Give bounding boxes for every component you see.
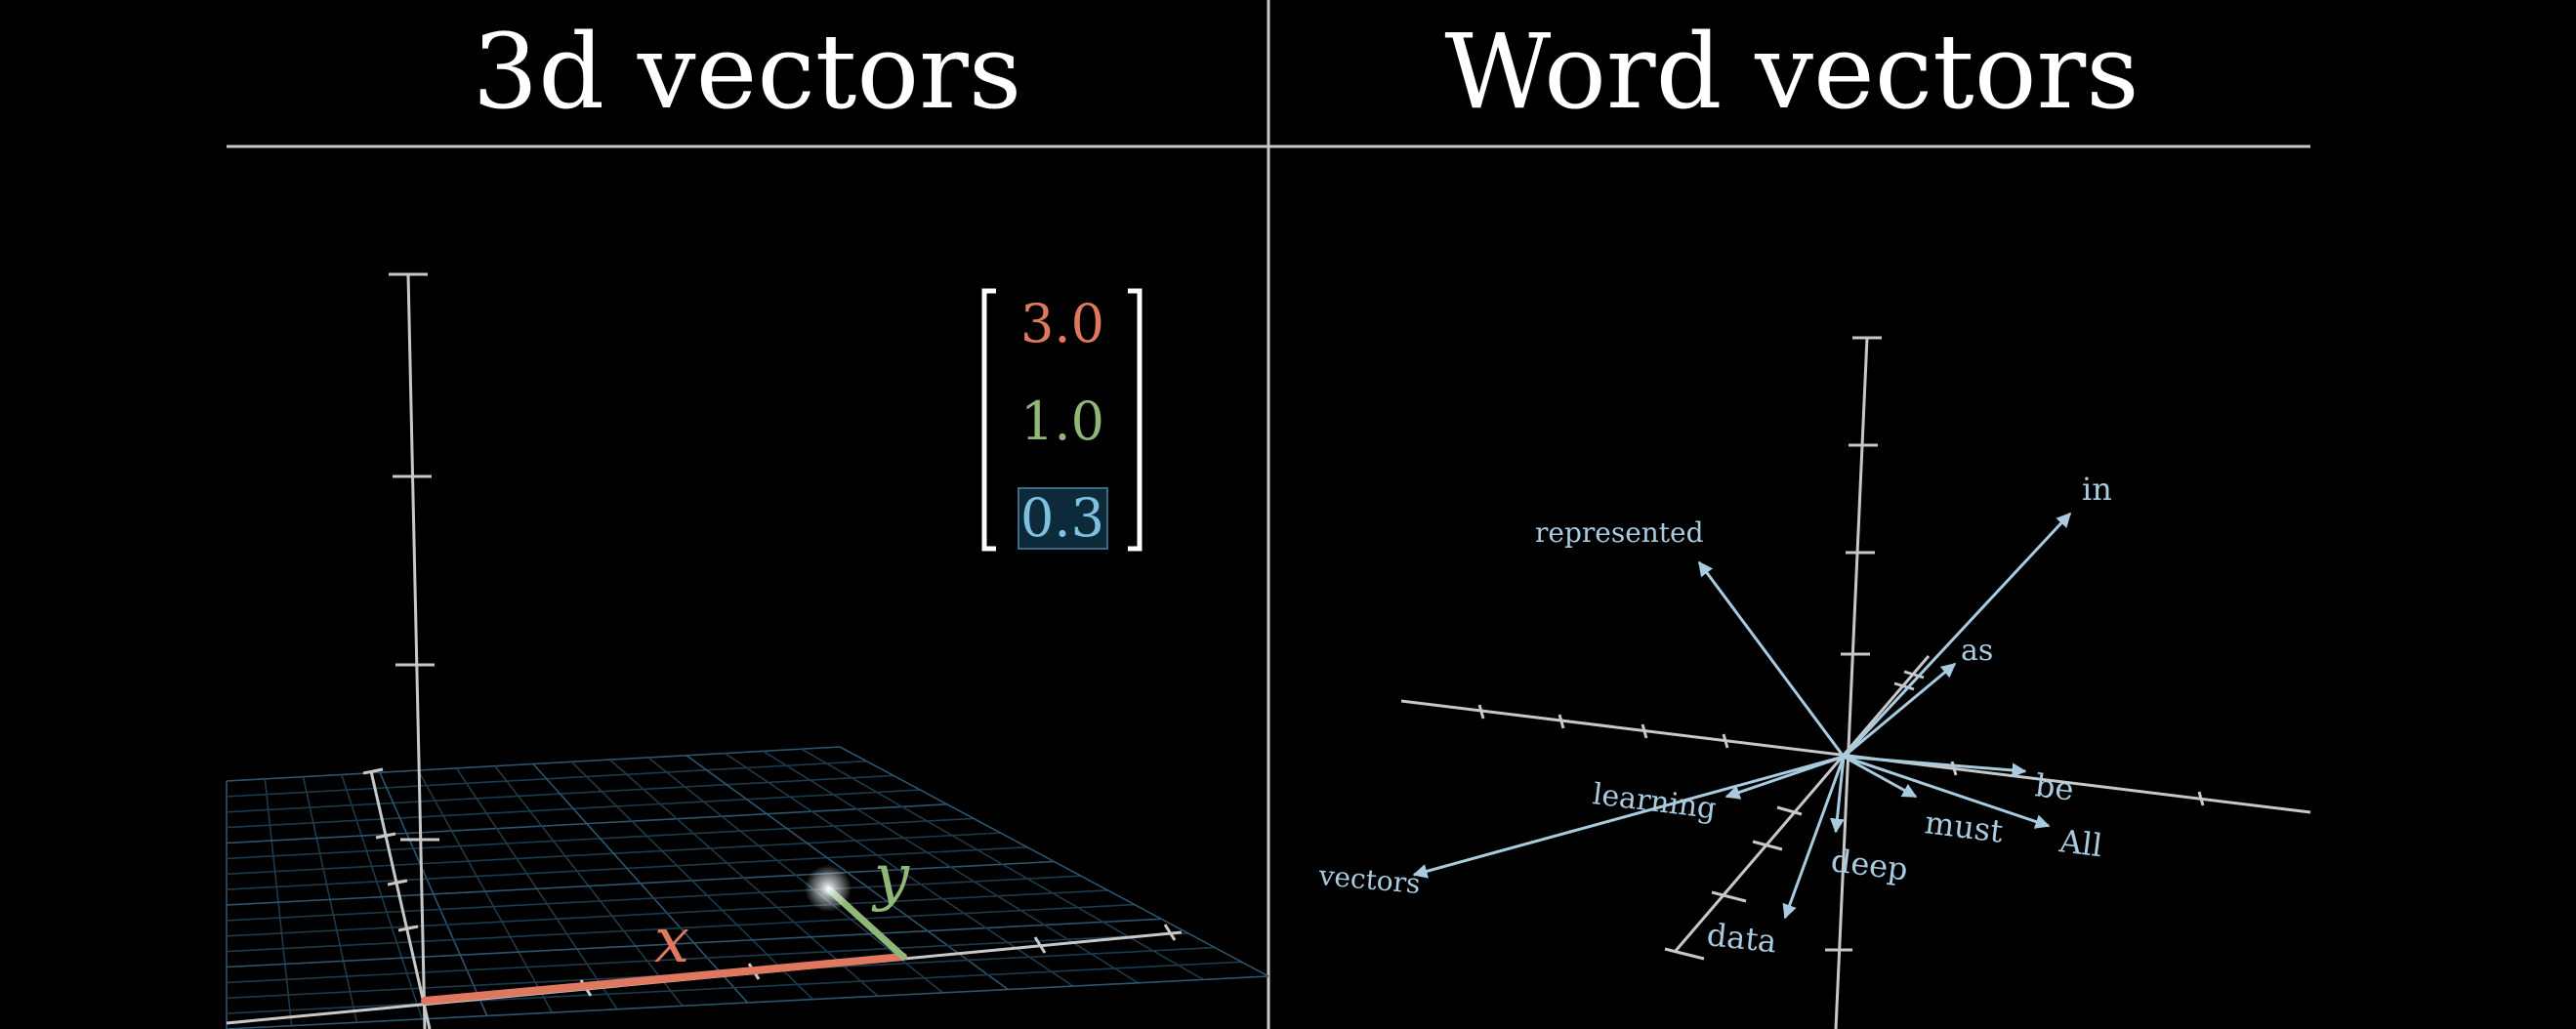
grid-line bbox=[226, 918, 1162, 968]
x-component-line bbox=[421, 953, 907, 1005]
left-panel-title: 3d vectors bbox=[473, 12, 1021, 132]
grid-line bbox=[608, 759, 879, 997]
vector-be bbox=[1843, 755, 2027, 778]
vector-represented bbox=[1697, 560, 1846, 758]
word-axis-tick bbox=[1711, 890, 1747, 903]
vector-deep bbox=[1829, 756, 1846, 834]
word-label-vectors: vectors bbox=[1316, 859, 1421, 900]
y-axis bbox=[369, 770, 432, 1029]
x-axis-tick bbox=[1033, 936, 1047, 954]
word-label-data: data bbox=[1705, 916, 1778, 960]
word-label-in: in bbox=[2082, 471, 2112, 508]
y-axis-tick bbox=[387, 879, 408, 886]
word-axis-tick bbox=[1752, 840, 1783, 851]
grid-line bbox=[570, 761, 813, 1001]
word-label-represented: represented bbox=[1535, 516, 1704, 549]
word-space-axes bbox=[1400, 336, 2311, 1029]
y-axis-tick bbox=[375, 832, 396, 840]
vector-component-y: 1.0 bbox=[1020, 391, 1104, 452]
grid-line bbox=[226, 860, 1055, 906]
vector-component-z: 0.3 bbox=[1020, 487, 1104, 549]
vector-vectors bbox=[1412, 755, 1845, 879]
vector-must bbox=[1843, 755, 1918, 799]
highlight-box bbox=[1018, 487, 1108, 550]
vector-tip-glow bbox=[805, 865, 852, 912]
word-axis-tick bbox=[1664, 947, 1705, 961]
grid-line bbox=[686, 755, 1009, 991]
word-vectors bbox=[1412, 512, 2072, 920]
grid-plane bbox=[226, 746, 1269, 1029]
word-axis-tick bbox=[1477, 704, 1485, 720]
vector-all bbox=[1843, 755, 2051, 829]
right-bracket bbox=[1128, 288, 1143, 552]
x-axis-tick bbox=[1163, 924, 1177, 941]
grid-line bbox=[839, 746, 1269, 977]
word-axis-tick bbox=[2197, 791, 2205, 806]
word-axis-tick bbox=[1558, 714, 1565, 729]
right-panel-title: Word vectors bbox=[1444, 12, 2139, 132]
word-depth-axis bbox=[1673, 655, 1931, 953]
word-label-as: as bbox=[1961, 634, 1993, 668]
word-vertical-axis bbox=[1834, 337, 1869, 1029]
grid-line bbox=[226, 932, 1188, 984]
word-axis-tick bbox=[1903, 670, 1925, 679]
vector-as bbox=[1843, 662, 1957, 759]
column-vector: 3.0 1.0 0.3 bbox=[981, 288, 1143, 552]
x-axis-label: x bbox=[654, 905, 689, 977]
axes-3d bbox=[226, 272, 1183, 1029]
grid-line bbox=[226, 975, 1269, 1029]
word-axis-tick bbox=[1776, 805, 1803, 816]
word-axis-tick bbox=[1950, 761, 1958, 776]
z-axis bbox=[406, 273, 427, 1029]
grid-line bbox=[647, 757, 944, 994]
word-label-be: be bbox=[2033, 766, 2076, 808]
word-label-learning: learning bbox=[1591, 777, 1718, 826]
grid-line bbox=[226, 961, 1242, 1014]
y-axis-tick bbox=[362, 767, 384, 775]
word-label-all: All bbox=[2057, 822, 2104, 864]
left-bracket bbox=[981, 288, 996, 552]
vector-component-x: 3.0 bbox=[1020, 293, 1104, 354]
word-axis-tick bbox=[1893, 681, 1915, 691]
grid-line bbox=[801, 748, 1204, 981]
grid-line bbox=[226, 889, 1108, 937]
grid-line bbox=[226, 903, 1135, 953]
vector-in bbox=[1842, 512, 2072, 759]
grid-line bbox=[226, 875, 1081, 922]
grid-line bbox=[763, 750, 1140, 984]
y-axis-label: y bbox=[871, 842, 910, 914]
vector-data bbox=[1782, 756, 1846, 920]
word-label-must: must bbox=[1923, 803, 2005, 850]
y-axis-tick bbox=[397, 925, 419, 932]
word-labels: in represented as be must All learning d… bbox=[1316, 471, 2111, 960]
word-axis-tick bbox=[1641, 723, 1648, 739]
word-axis-tick bbox=[1722, 733, 1729, 749]
